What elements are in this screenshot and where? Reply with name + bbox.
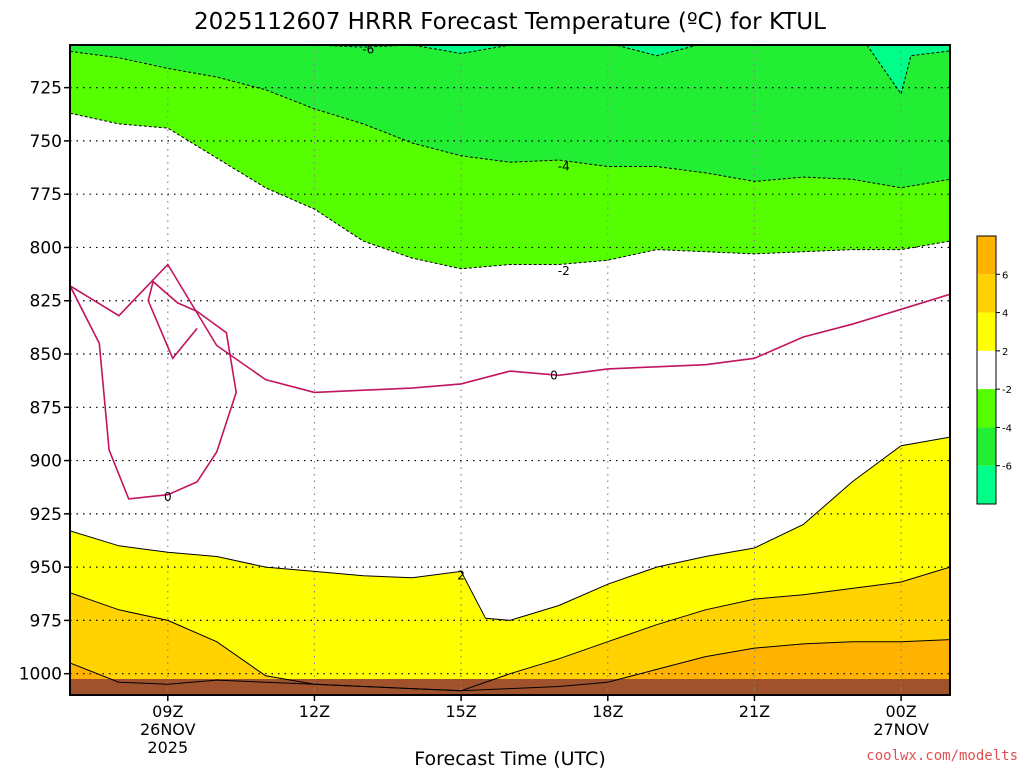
plot-frame — [69, 44, 951, 696]
legend-label--4: -4 — [1002, 423, 1012, 434]
legend-label-6: 6 — [1002, 270, 1008, 281]
contour-contour_0_main — [70, 263, 950, 394]
credit-text: coolwx.com/modelts — [866, 748, 1018, 764]
contour-label-5: 2 — [457, 569, 465, 583]
contour-contour_m4 — [70, 50, 950, 189]
x-tick-label-2025: 2025 — [147, 738, 188, 757]
contour-label-3: 0 — [550, 368, 558, 382]
contour-contour_m2 — [70, 112, 950, 270]
legend-label-4: 4 — [1002, 309, 1008, 320]
contour-labels: -6 -4 -2 0 0 2 — [164, 42, 570, 582]
y-tick-label-1000: 1000 — [19, 665, 62, 685]
legend-label--6: -6 — [1002, 462, 1012, 473]
y-tick-label-750: 750 — [30, 132, 62, 152]
chart-title: 2025112607 HRRR Forecast Temperature (ºC… — [194, 9, 826, 35]
legend-label--2: -2 — [1002, 385, 1012, 396]
contour-label-2: -2 — [558, 264, 570, 278]
legend-frame — [976, 235, 997, 505]
legend-swatch-1 — [977, 274, 996, 313]
y-tick-label-875: 875 — [30, 398, 62, 418]
legend-swatch-2 — [977, 312, 996, 351]
contour-label-1: -4 — [558, 159, 570, 173]
x-tick-label-09Z: 09Z — [152, 702, 183, 721]
legend-swatch-5 — [977, 427, 996, 466]
y-tick-label-900: 900 — [30, 452, 62, 472]
y-tick-label-825: 825 — [30, 292, 62, 312]
contour-label-4: 0 — [164, 490, 172, 504]
y-tick-label-950: 950 — [30, 558, 62, 578]
fill-band-m6-top — [314, 45, 698, 56]
contour-contour_p2 — [70, 436, 950, 621]
contour-contour_m6 — [314, 45, 700, 57]
y-tick-label-925: 925 — [30, 505, 62, 525]
y-tick-label-775: 775 — [30, 185, 62, 205]
legend-swatch-6 — [977, 465, 996, 504]
grid-lines — [70, 45, 950, 695]
contour-contour_p4 — [70, 566, 950, 692]
contour-lines — [70, 45, 950, 692]
x-tick-label-00Z: 00Z — [885, 702, 916, 721]
legend-swatch-3 — [977, 350, 996, 390]
y-axis: 725 750 775 800 825 850 875 900 925 950 975 1000 — [19, 79, 70, 685]
color-legend: 6 4 2 -2 -4 -6 — [976, 235, 1012, 505]
x-tick-label-15Z: 15Z — [445, 702, 476, 721]
x-tick-label-12Z: 12Z — [299, 702, 330, 721]
fill-band-1 — [70, 45, 950, 188]
x-tick-label-21Z: 21Z — [739, 702, 770, 721]
x-tick-label-27NOV: 27NOV — [873, 720, 929, 739]
y-tick-label-975: 975 — [30, 611, 62, 631]
contour-contour_p6 — [70, 639, 950, 692]
x-tick-label-18Z: 18Z — [592, 702, 623, 721]
x-axis-title: Forecast Time (UTC) — [414, 748, 605, 768]
y-tick-label-850: 850 — [30, 345, 62, 365]
contour-label-0: -6 — [362, 42, 374, 56]
legend-swatch-0 — [977, 236, 996, 275]
fill-band-m6 — [866, 45, 950, 94]
y-tick-label-800: 800 — [30, 238, 62, 258]
x-tick-label-26NOV: 26NOV — [140, 720, 196, 739]
legend-swatch-4 — [977, 389, 996, 428]
legend-label-2: 2 — [1002, 347, 1008, 358]
contour-contour_0_loop — [70, 280, 238, 500]
temperature-fills — [70, 45, 950, 695]
y-tick-label-725: 725 — [30, 79, 62, 99]
